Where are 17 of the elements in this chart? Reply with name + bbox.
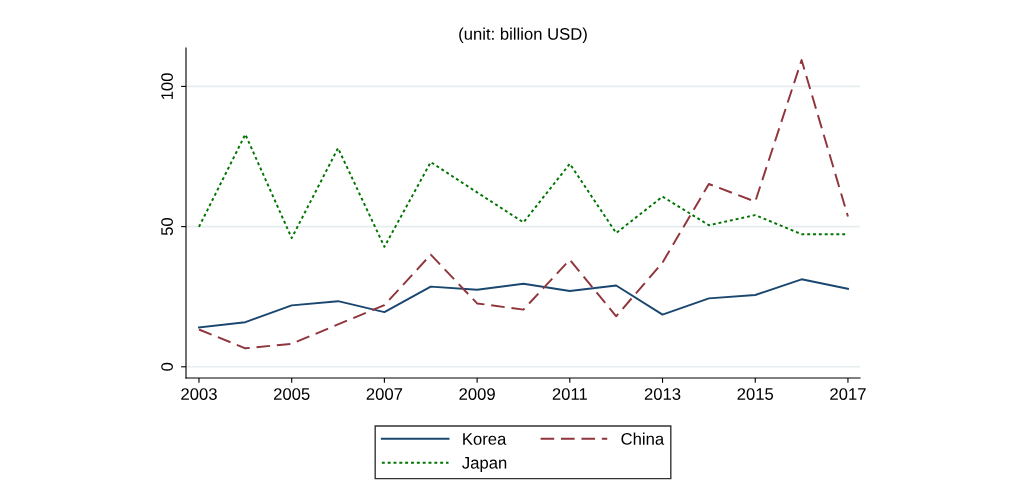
legend-label: Japan: [462, 457, 507, 473]
legend-label: Korea: [463, 433, 507, 445]
y-tick-label: 100: [161, 73, 173, 100]
chart-title: (unit: billion USD): [459, 27, 587, 44]
x-tick-label: 2017: [830, 388, 866, 400]
x-tick-label: 2009: [459, 388, 495, 400]
y-tick-label: 50: [161, 217, 173, 236]
x-tick-label: 2011: [552, 388, 587, 400]
legend-label: China: [621, 432, 665, 445]
y-tick-label: 0: [161, 362, 173, 371]
x-tick-label: 2005: [273, 388, 310, 400]
line-series: [198, 278, 849, 329]
line-series: [198, 59, 849, 350]
x-tick-label: 2007: [366, 388, 403, 400]
x-tick-label: 2013: [644, 388, 681, 400]
x-tick-label: 2015: [737, 388, 774, 400]
x-tick-label: 2003: [181, 388, 217, 400]
